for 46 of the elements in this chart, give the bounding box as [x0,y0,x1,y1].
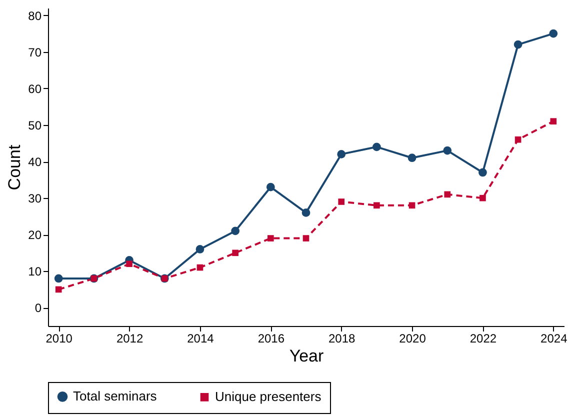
y-tick-label: 70 [28,45,42,60]
point [196,245,204,254]
point [478,168,487,177]
point [514,40,522,49]
point [232,250,238,256]
point [514,136,522,143]
point [302,208,310,217]
x-tick-label: 2012 [116,332,144,346]
point [267,235,274,242]
point [550,118,557,124]
x-tick-label: 2020 [399,332,426,346]
point [126,260,132,268]
point [337,150,346,158]
x-tick-label: 2018 [328,332,356,346]
point [302,235,310,242]
y-tick-label: 30 [28,192,42,206]
point [55,286,62,293]
y-tick-label: 40 [28,155,42,170]
point [374,202,380,209]
point [443,146,452,155]
x-axis-title: Year [289,346,324,366]
point [338,198,345,205]
y-tick-label: 80 [28,8,42,23]
y-tick-label: 0 [34,301,42,316]
y-tick-label: 60 [28,82,42,96]
point [549,29,558,38]
point [408,154,416,162]
point [266,182,275,192]
x-tick-label: 2014 [187,332,214,346]
y-tick-label: 50 [28,118,42,132]
point [480,194,486,202]
x-tick-label: 2024 [540,332,568,346]
legend-label: Total seminars [73,388,158,404]
point [372,142,381,152]
x-tick-label: 2016 [258,332,285,346]
point [196,264,204,271]
x-tick-label: 2010 [46,332,73,346]
point [231,226,240,236]
point [408,202,416,209]
y-tick-label: 10 [28,264,42,279]
point [54,274,63,283]
point [444,191,451,198]
y-tick-label: 20 [28,228,42,242]
y-axis-title: Count [5,144,24,190]
legend-label: Unique presenters [215,389,322,404]
x-tick-label: 2022 [470,332,497,346]
